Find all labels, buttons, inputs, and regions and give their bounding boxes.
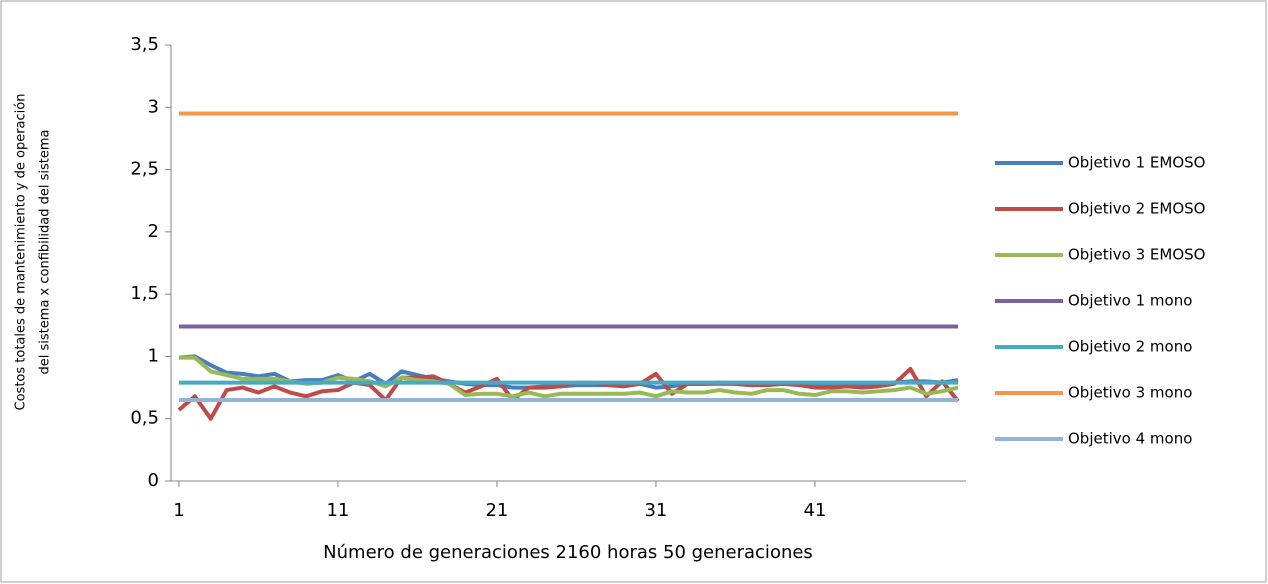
- x-tick-label: 41: [803, 500, 826, 521]
- x-axis-label: Número de generaciones 2160 horas 50 gen…: [323, 542, 813, 563]
- y-tick-label: 1: [148, 345, 159, 366]
- y-tick-label: 1,5: [130, 283, 159, 304]
- legend-label: Objetivo 4 mono: [1068, 430, 1192, 448]
- y-axis-label: Costos totales de mantenimiento y de ope…: [14, 94, 29, 411]
- y-tick-label: 0: [148, 470, 159, 491]
- x-tick-label: 21: [485, 500, 508, 521]
- y-tick-label: 3: [148, 96, 159, 117]
- legend-label: Objetivo 2 mono: [1068, 338, 1192, 356]
- x-tick-label: 31: [644, 500, 667, 521]
- y-axis-label: del sistema x confibilidad del sistema: [38, 130, 53, 375]
- y-tick-label: 3,5: [130, 34, 159, 55]
- y-tick-label: 2,5: [130, 159, 159, 180]
- legend-label: Objetivo 1 EMOSO: [1068, 154, 1205, 172]
- legend-label: Objetivo 2 EMOSO: [1068, 200, 1205, 218]
- legend-label: Objetivo 1 mono: [1068, 292, 1192, 310]
- x-tick-label: 1: [173, 500, 184, 521]
- y-tick-label: 2: [148, 221, 159, 242]
- x-tick-label: 11: [326, 500, 349, 521]
- legend-label: Objetivo 3 mono: [1068, 384, 1192, 402]
- y-tick-label: 0,5: [130, 408, 159, 429]
- legend-label: Objetivo 3 EMOSO: [1068, 246, 1205, 264]
